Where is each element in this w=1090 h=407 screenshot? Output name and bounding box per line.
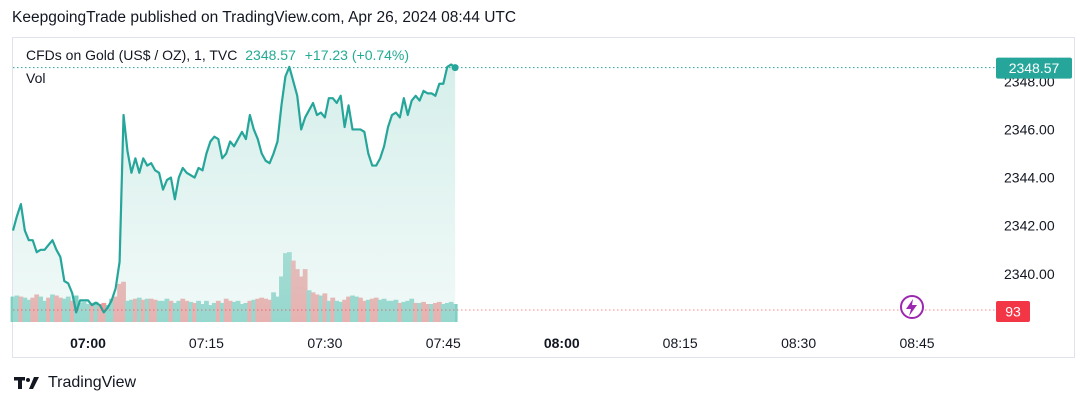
last-price-dot (451, 64, 459, 72)
x-tick-label: 08:00 (544, 335, 580, 351)
x-tick-label: 08:15 (663, 335, 698, 351)
y-tick-label: 2342.00 (1004, 218, 1055, 234)
x-tick-label: 07:00 (70, 335, 106, 351)
tradingview-brand: TradingView (48, 374, 137, 391)
footer: TradingView (14, 374, 136, 392)
y-tick-label: 2340.00 (1004, 266, 1055, 282)
volume-badge: 93 (996, 301, 1030, 322)
x-tick-label: 08:45 (900, 335, 935, 351)
volume-legend[interactable]: Vol (26, 70, 46, 86)
chart-panel[interactable] (12, 37, 1075, 358)
x-tick-label: 07:45 (426, 335, 461, 351)
y-tick-label: 2346.00 (1004, 121, 1055, 137)
symbol-label[interactable]: CFDs on Gold (US$ / OZ), 1, TVC (26, 47, 238, 63)
volume-badge-text: 93 (1005, 304, 1021, 320)
last-price: 2348.57 (245, 47, 296, 63)
chart-legend: CFDs on Gold (US$ / OZ), 1, TVC 2348.57 … (26, 47, 409, 63)
x-tick-label: 08:30 (781, 335, 816, 351)
lightning-icon[interactable] (900, 295, 924, 319)
price-change: +17.23 (+0.74%) (304, 47, 410, 63)
price-area (13, 64, 456, 322)
price-badge: 2348.57 (996, 57, 1072, 79)
tradingview-logo-icon (14, 377, 39, 389)
y-tick-label: 2344.00 (1004, 170, 1055, 186)
publisher-attribution: KeepgoingTrade published on TradingView.… (12, 9, 517, 26)
price-badge-text: 2348.57 (1009, 60, 1060, 76)
x-tick-label: 07:15 (189, 335, 224, 351)
price-line (11, 63, 456, 314)
x-tick-label: 07:30 (307, 335, 342, 351)
